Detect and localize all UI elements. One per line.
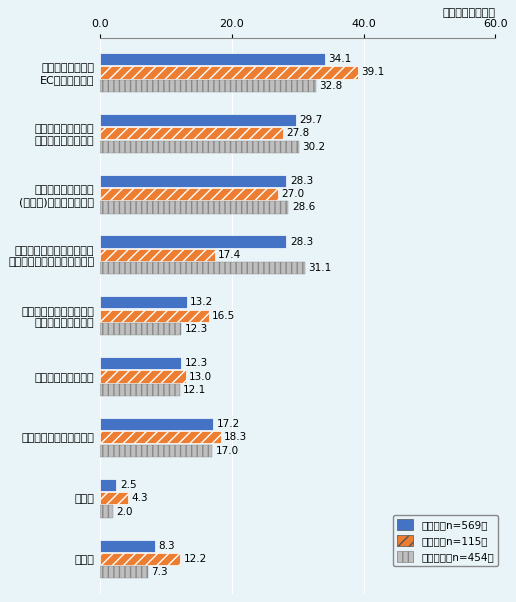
Text: 30.2: 30.2 xyxy=(302,141,326,152)
Bar xyxy=(100,384,180,396)
Text: 32.8: 32.8 xyxy=(319,81,343,91)
Bar xyxy=(100,296,187,308)
Text: 39.1: 39.1 xyxy=(361,67,384,78)
Bar xyxy=(100,202,288,214)
Text: 12.3: 12.3 xyxy=(184,324,207,334)
Bar xyxy=(100,492,128,504)
Text: 17.4: 17.4 xyxy=(218,250,241,260)
Legend: 全　体（n=569）, 大企業（n=115）, 中小企業（n=454）: 全 体（n=569）, 大企業（n=115）, 中小企業（n=454） xyxy=(393,515,498,566)
Bar xyxy=(100,127,283,139)
Text: 28.6: 28.6 xyxy=(292,202,315,213)
Text: 13.0: 13.0 xyxy=(189,371,212,382)
Bar xyxy=(100,309,209,322)
Bar xyxy=(100,140,299,153)
Text: 2.0: 2.0 xyxy=(117,506,133,517)
Text: 28.3: 28.3 xyxy=(290,237,313,247)
Text: 13.2: 13.2 xyxy=(190,297,214,308)
Bar xyxy=(100,53,325,65)
Bar xyxy=(100,188,278,200)
Bar xyxy=(100,539,155,551)
Bar xyxy=(100,114,296,126)
Bar xyxy=(100,370,186,383)
Text: 34.1: 34.1 xyxy=(328,54,351,64)
Bar xyxy=(100,235,286,247)
Text: 12.3: 12.3 xyxy=(184,358,207,368)
Text: 8.3: 8.3 xyxy=(158,541,174,551)
Text: 17.0: 17.0 xyxy=(215,445,238,456)
Text: 27.0: 27.0 xyxy=(281,189,304,199)
Bar xyxy=(100,79,316,92)
Text: 27.8: 27.8 xyxy=(286,128,310,138)
Text: 28.3: 28.3 xyxy=(290,176,313,185)
Text: 31.1: 31.1 xyxy=(308,263,331,273)
Bar xyxy=(100,357,181,369)
Text: 12.1: 12.1 xyxy=(183,385,206,395)
Bar xyxy=(100,566,148,579)
Bar xyxy=(100,506,113,518)
Text: 2.5: 2.5 xyxy=(120,480,136,490)
Bar xyxy=(100,323,181,335)
Text: 18.3: 18.3 xyxy=(224,432,247,442)
Bar xyxy=(100,175,286,187)
Text: 29.7: 29.7 xyxy=(299,115,322,125)
Bar xyxy=(100,262,305,275)
Bar xyxy=(100,431,221,444)
Text: 12.2: 12.2 xyxy=(184,554,207,564)
Bar xyxy=(100,479,117,491)
Text: 7.3: 7.3 xyxy=(151,567,168,577)
Bar xyxy=(100,445,212,457)
Bar xyxy=(100,249,215,261)
Bar xyxy=(100,66,358,78)
Bar xyxy=(100,418,213,430)
Text: 4.3: 4.3 xyxy=(132,493,148,503)
Text: 16.5: 16.5 xyxy=(212,311,235,321)
Bar xyxy=(100,553,181,565)
Text: （複数回答、％）: （複数回答、％） xyxy=(442,8,495,18)
Text: 17.2: 17.2 xyxy=(217,419,240,429)
